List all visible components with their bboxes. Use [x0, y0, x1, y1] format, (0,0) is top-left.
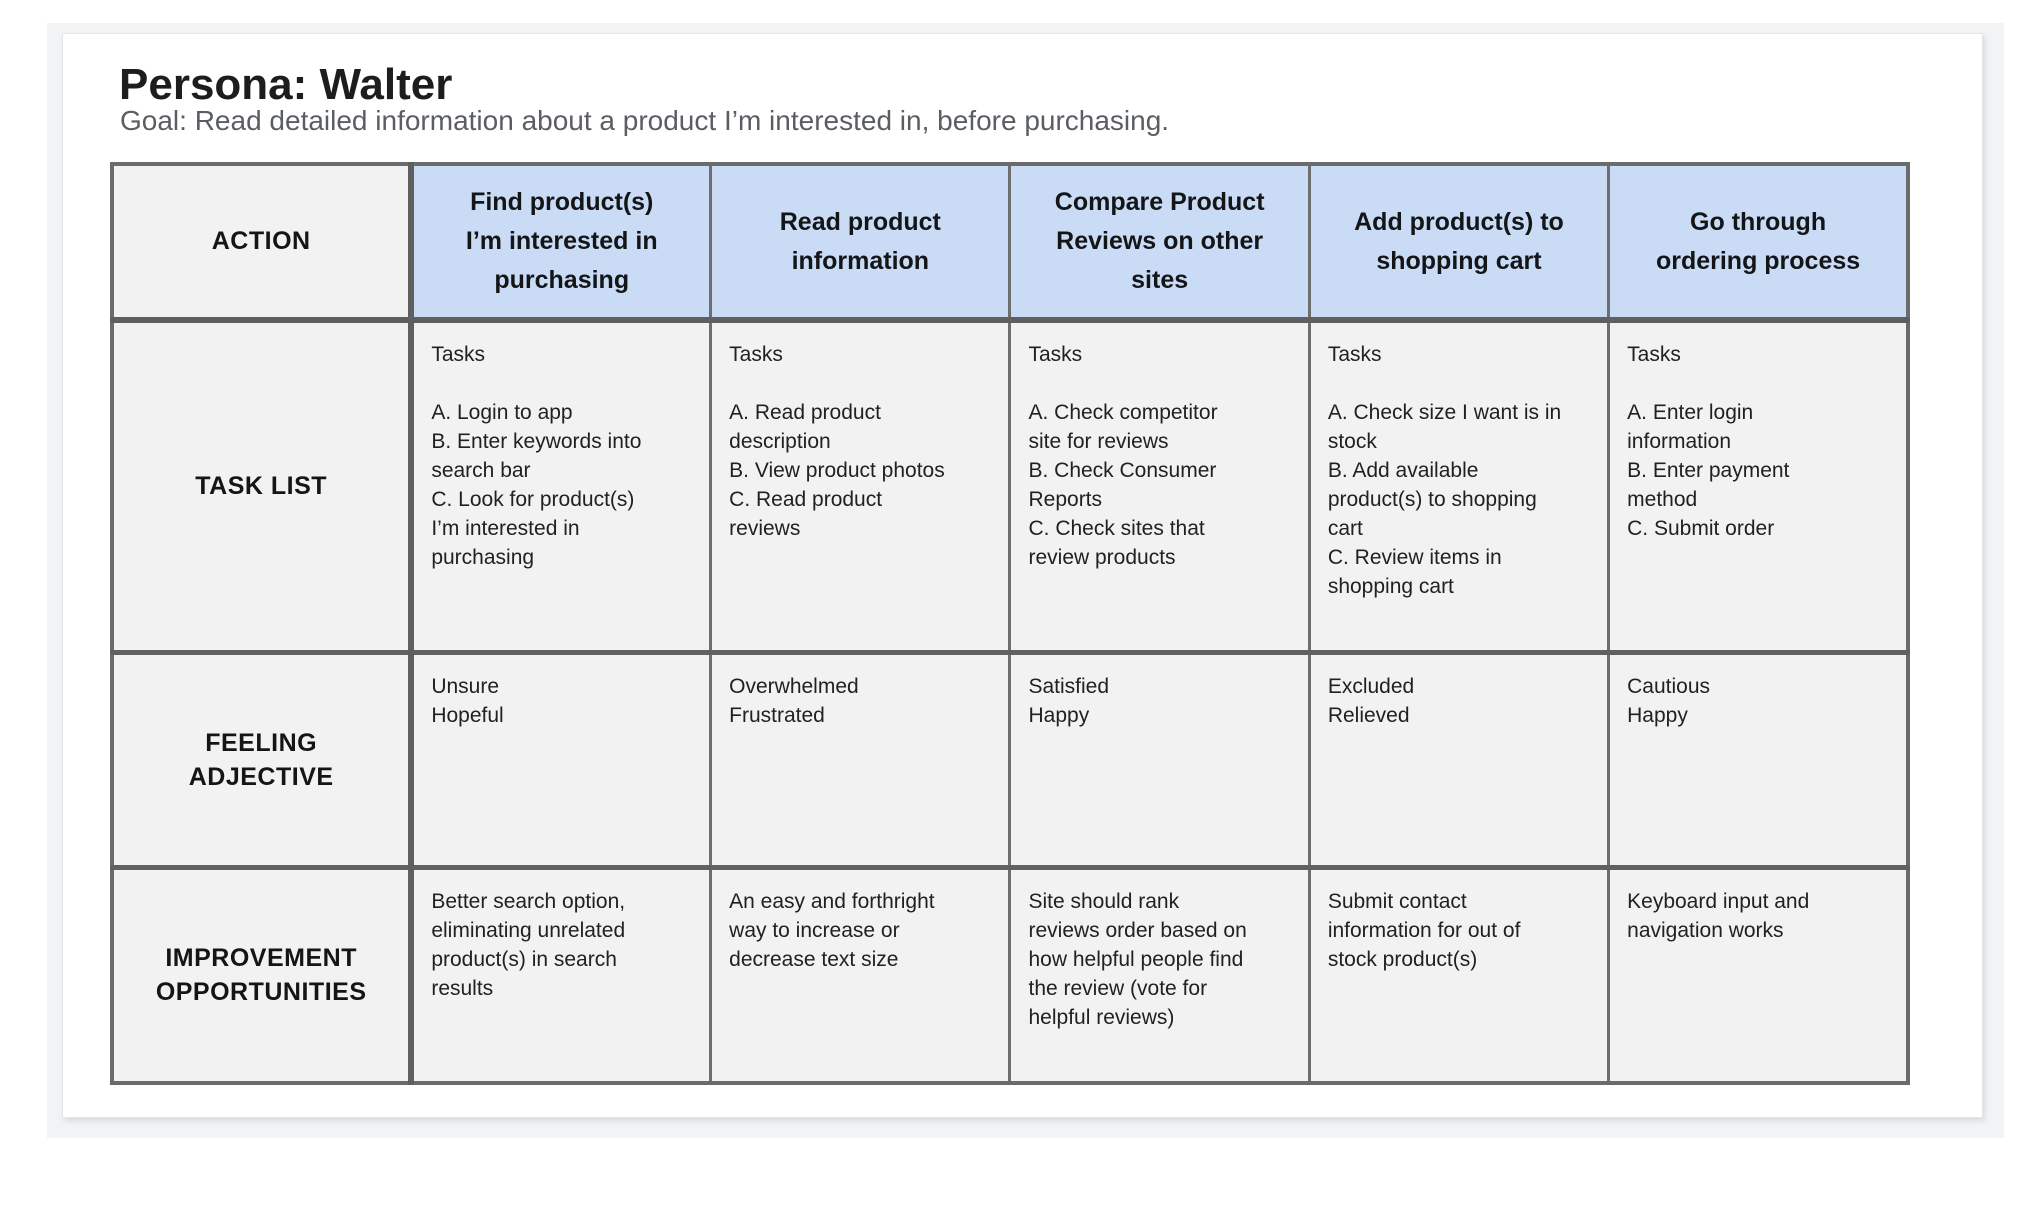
action-header-cell: Go through ordering process — [1607, 162, 1910, 323]
improvement-cell: Site should rank reviews order based on … — [1008, 865, 1311, 1085]
row-label-task-list: TASK LIST — [110, 318, 415, 655]
feeling-row: FEELING ADJECTIVE Unsure Hopeful Overwhe… — [110, 650, 1910, 870]
action-header-cell: Compare Product Reviews on other sites — [1008, 162, 1311, 323]
improvement-cell: Keyboard input and navigation works — [1607, 865, 1910, 1085]
row-label-improvement: IMPROVEMENT OPPORTUNITIES — [110, 865, 415, 1085]
feeling-cell: Unsure Hopeful — [409, 650, 713, 870]
row-label-action: ACTION — [110, 162, 415, 323]
journey-map-table: ACTION Find product(s) I’m interested in… — [110, 162, 1910, 1085]
feeling-cell: Cautious Happy — [1607, 650, 1910, 870]
improvement-cell: An easy and forthright way to increase o… — [709, 865, 1012, 1085]
task-list-cell: Tasks A. Check competitor site for revie… — [1008, 318, 1311, 655]
task-list-cell: Tasks A. Read product description B. Vie… — [709, 318, 1012, 655]
improvement-row: IMPROVEMENT OPPORTUNITIES Better search … — [110, 865, 1910, 1085]
task-list-cell: Tasks A. Login to app B. Enter keywords … — [409, 318, 713, 655]
feeling-cell: Overwhelmed Frustrated — [709, 650, 1012, 870]
improvement-cell: Better search option, eliminating unrela… — [409, 865, 713, 1085]
row-label-feeling: FEELING ADJECTIVE — [110, 650, 415, 870]
action-header-cell: Add product(s) to shopping cart — [1307, 162, 1611, 323]
action-header-cell: Find product(s) I’m interested in purcha… — [409, 162, 713, 323]
task-list-cell: Tasks A. Enter login information B. Ente… — [1607, 318, 1910, 655]
action-header-row: ACTION Find product(s) I’m interested in… — [110, 162, 1910, 323]
persona-goal: Goal: Read detailed information about a … — [120, 105, 1170, 136]
feeling-cell: Satisfied Happy — [1008, 650, 1311, 870]
persona-title: Persona: Walter — [119, 60, 453, 109]
task-list-row: TASK LIST Tasks A. Login to app B. Enter… — [110, 318, 1910, 655]
improvement-cell: Submit contact information for out of st… — [1307, 865, 1611, 1085]
feeling-cell: Excluded Relieved — [1307, 650, 1611, 870]
action-header-cell: Read product information — [709, 162, 1012, 323]
task-list-cell: Tasks A. Check size I want is in stock B… — [1307, 318, 1611, 655]
